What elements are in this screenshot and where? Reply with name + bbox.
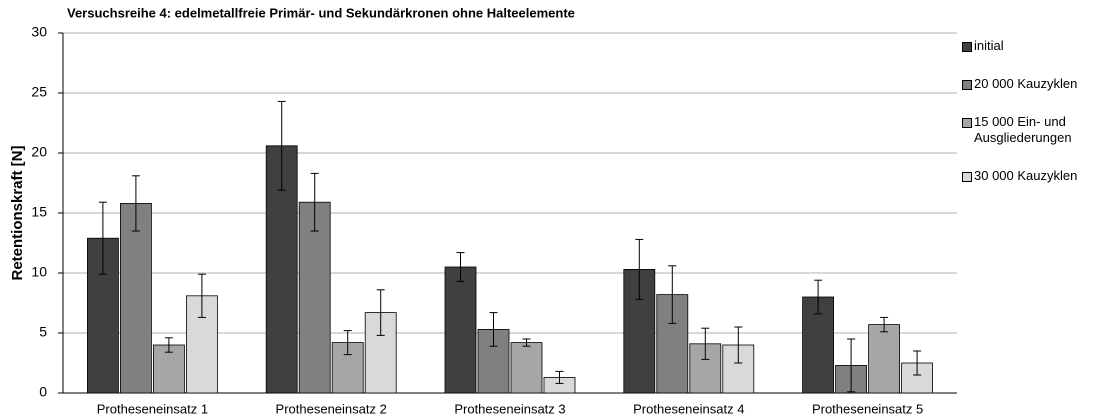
bar [868,324,900,394]
legend-label: initial [974,38,1004,53]
y-tick-label: 10 [31,264,47,280]
error-bar [310,172,319,232]
y-tick-label: 15 [31,204,47,220]
y-tick-label: 25 [31,84,47,100]
y-tick-label: 20 [31,144,47,160]
x-tick-label: Protheseneinsatz 2 [276,401,387,416]
error-bar [376,289,385,336]
error-bar [131,175,140,232]
error-bar [814,279,823,315]
bar [510,342,543,394]
x-tick-label: Protheseneinsatz 1 [97,401,208,416]
error-bar [913,350,922,376]
error-bar [197,273,206,318]
y-axis-label: Retentionskraft [N] [9,145,26,280]
error-bar [668,265,677,324]
error-bar [343,330,352,356]
error-bar [734,326,743,364]
bar [120,202,152,394]
bar [87,237,119,394]
legend-swatch [962,118,972,128]
y-tick-label: 0 [39,384,47,400]
error-bar [164,337,173,353]
bar [444,266,477,394]
bar [689,343,722,394]
error-bar [701,327,710,360]
error-bar [277,100,286,191]
error-bar [98,201,107,275]
error-bar [635,238,644,300]
y-tick-label: 5 [39,324,47,340]
legend-item: initial [962,38,1102,54]
error-bar [522,338,531,347]
legend-swatch [962,80,972,90]
legend-label: 20 000 Kauzyklen [974,76,1078,91]
error-bar [456,252,465,282]
error-bar [847,338,856,393]
legend-item: 30 000 Kauzyklen [962,168,1102,184]
error-bar [489,312,498,347]
x-tick-label: Protheseneinsatz 4 [633,401,744,416]
legend-swatch [962,172,972,182]
y-tick-label: 30 [31,24,47,40]
legend: initial 20 000 Kauzyklen 15 000 Ein- und A… [962,38,1102,206]
legend-swatch [962,42,972,52]
legend-item: 20 000 Kauzyklen [962,76,1102,92]
error-bar [555,370,564,384]
legend-item: 15 000 Ein- und Ausgliederungen [962,114,1102,146]
x-tick-label: Protheseneinsatz 3 [454,401,565,416]
error-bar [880,316,889,333]
chart-title: Versuchsreihe 4: edelmetallfreie Primär-… [67,5,575,20]
x-tick-label: Protheseneinsatz 5 [812,401,923,416]
legend-label: 15 000 Ein- und Ausgliederungen [974,114,1072,145]
bar [298,201,331,394]
legend-label: 30 000 Kauzyklen [974,168,1078,183]
